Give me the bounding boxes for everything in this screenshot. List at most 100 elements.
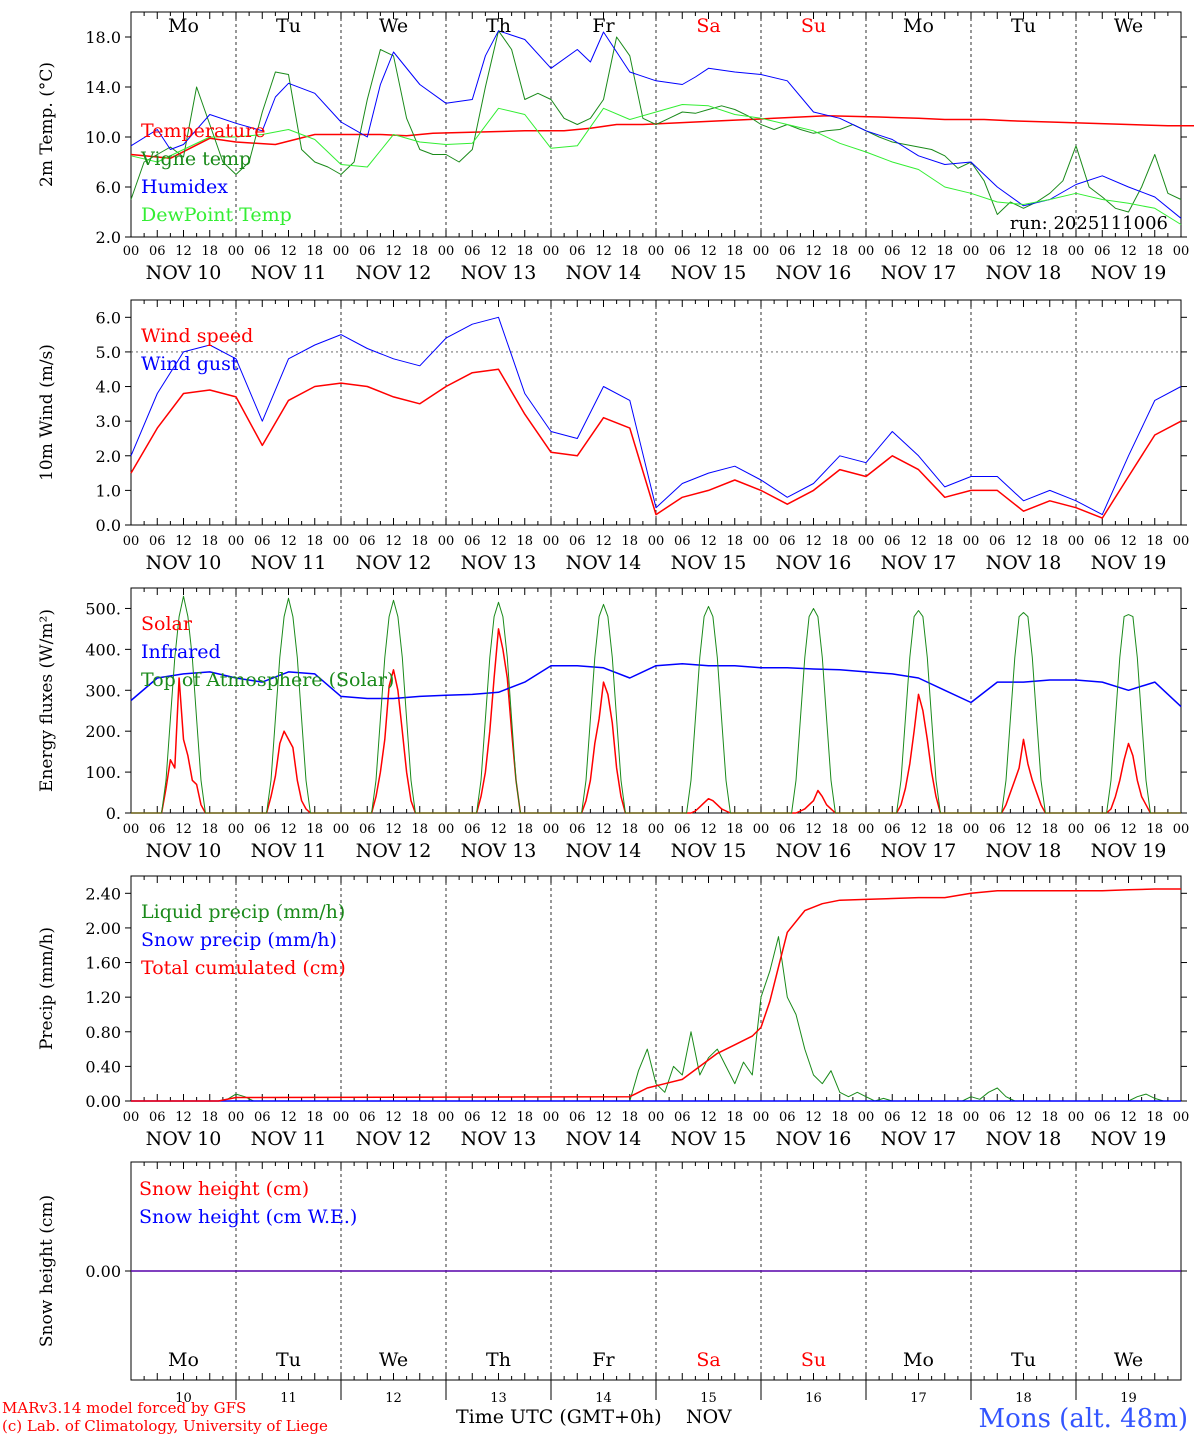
panel-precip-hour-label: 18 bbox=[726, 1110, 743, 1125]
panel-wind-ylabel: 10m Wind (m/s) bbox=[37, 344, 57, 481]
panel-precip-ytick-label: 2.40 bbox=[85, 884, 121, 903]
panel-temp-hour-label: 12 bbox=[1120, 244, 1137, 259]
panel-energy-hour-label: 12 bbox=[805, 822, 822, 837]
weekday-label-top: We bbox=[1114, 15, 1143, 37]
panel-wind-hour-label: 12 bbox=[385, 534, 402, 549]
panel-wind-hour-label: 12 bbox=[700, 534, 717, 549]
day-number-label: 18 bbox=[1015, 1391, 1032, 1406]
panel-temp-series-dewpoint-temp bbox=[130, 104, 1182, 225]
panel-temp-ylabel: 2m Temp. (°C) bbox=[37, 62, 57, 187]
weekday-label-top: We bbox=[379, 15, 408, 37]
panel-energy-hour-label: 12 bbox=[595, 822, 612, 837]
weekday-label-top: Tu bbox=[1011, 15, 1036, 37]
credit-line: (c) Lab. of Climatology, University of L… bbox=[2, 1417, 328, 1435]
panel-wind-hour-label: 18 bbox=[1041, 534, 1058, 549]
panel-temp-date-label: NOV 14 bbox=[566, 262, 642, 284]
panel-energy-hour-label: 00 bbox=[1068, 822, 1085, 837]
panel-energy-hour-label: 12 bbox=[385, 822, 402, 837]
panel-energy-date-label: NOV 16 bbox=[776, 840, 852, 862]
panel-wind-hour-label: 12 bbox=[175, 534, 192, 549]
weekday-label-top: Tu bbox=[276, 15, 301, 37]
panel-wind-hour-label: 00 bbox=[858, 534, 875, 549]
panel-precip-ytick-label: 1.60 bbox=[85, 954, 121, 973]
panel-precip-hour-label: 12 bbox=[490, 1110, 507, 1125]
panel-temp-hour-label: 00 bbox=[858, 244, 875, 259]
panel-wind-hour-label: 06 bbox=[569, 534, 586, 549]
credit-line: MARv3.14 model forced by GFS bbox=[2, 1399, 246, 1417]
panel-wind-frame bbox=[130, 299, 1182, 526]
panel-wind-hour-label: 00 bbox=[123, 534, 140, 549]
panel-temp-hour-label: 18 bbox=[936, 244, 953, 259]
panel-temp-hour-label: 18 bbox=[831, 244, 848, 259]
panel-wind-hour-label: 12 bbox=[805, 534, 822, 549]
panel-precip-hour-label: 00 bbox=[753, 1110, 770, 1125]
panel-temp-hour-label: 00 bbox=[1068, 244, 1085, 259]
panel-temp-hour-label: 12 bbox=[1015, 244, 1032, 259]
panel-temp-date-label: NOV 18 bbox=[986, 262, 1062, 284]
panel-wind-date-label: NOV 19 bbox=[1091, 552, 1167, 574]
panel-temp-hour-label: 12 bbox=[700, 244, 717, 259]
panel-energy-hour-label: 18 bbox=[936, 822, 953, 837]
panel-wind-hour-label: 00 bbox=[543, 534, 560, 549]
panel-wind-hour-label: 12 bbox=[910, 534, 927, 549]
panel-wind-hour-label: 18 bbox=[1146, 534, 1163, 549]
panel-temp-hour-label: 18 bbox=[201, 244, 218, 259]
panel-temp-hour-label: 12 bbox=[385, 244, 402, 259]
panel-temp-hour-label: 12 bbox=[805, 244, 822, 259]
panel-wind-hour-label: 18 bbox=[936, 534, 953, 549]
panel-energy-hour-label: 06 bbox=[359, 822, 376, 837]
panel-temp-ytick-label: 2.0 bbox=[96, 228, 121, 247]
panel-temp-hour-label: 00 bbox=[438, 244, 455, 259]
panel-temp-date-label: NOV 10 bbox=[146, 262, 222, 284]
panel-energy-hour-label: 06 bbox=[674, 822, 691, 837]
panel-wind-series-wind-speed bbox=[130, 368, 1182, 519]
weekday-label-bottom: Th bbox=[486, 1349, 511, 1371]
panel-temp-hour-label: 00 bbox=[333, 244, 350, 259]
panel-temp-hour-label: 00 bbox=[963, 244, 980, 259]
panel-temp-hour-label: 18 bbox=[726, 244, 743, 259]
panel-wind-hour-label: 06 bbox=[674, 534, 691, 549]
weekday-label-bottom: Su bbox=[801, 1349, 826, 1371]
day-number-label: 15 bbox=[700, 1391, 717, 1406]
panel-wind-hour-label: 12 bbox=[1120, 534, 1137, 549]
weekday-label-bottom: Mo bbox=[168, 1349, 199, 1371]
panel-temp-series-humidex bbox=[130, 30, 1182, 219]
panel-precip-hour-label: 06 bbox=[989, 1110, 1006, 1125]
panel-energy-hour-label: 00 bbox=[963, 822, 980, 837]
panel-temp-ytick-label: 10.0 bbox=[85, 128, 121, 147]
panel-precip-date-label: NOV 10 bbox=[146, 1128, 222, 1150]
weekday-label-top: Mo bbox=[168, 15, 199, 37]
panel-energy-legend-entry: Solar bbox=[141, 613, 193, 635]
panel-temp-ytick-label: 18.0 bbox=[85, 28, 121, 47]
panel-wind-legend-entry: Wind gust bbox=[141, 353, 239, 375]
panel-energy-hour-label: 18 bbox=[306, 822, 323, 837]
panel-wind-hour-label: 06 bbox=[464, 534, 481, 549]
panel-energy-series-infrared bbox=[130, 662, 1182, 708]
panel-temp-date-label: NOV 15 bbox=[671, 262, 747, 284]
panel-temp-hour-label: 06 bbox=[569, 244, 586, 259]
panel-snow-ytick-label: 0.00 bbox=[85, 1262, 121, 1281]
panel-temp-hour-label: 06 bbox=[464, 244, 481, 259]
panel-temp-hour-label: 00 bbox=[543, 244, 560, 259]
panel-wind-hour-label: 12 bbox=[1015, 534, 1032, 549]
day-number-label: 11 bbox=[280, 1391, 297, 1406]
panel-precip-hour-label: 06 bbox=[674, 1110, 691, 1125]
panel-temp-date-label: NOV 13 bbox=[461, 262, 537, 284]
panel-temp-hour-label: 00 bbox=[123, 244, 140, 259]
panel-energy-hour-label: 18 bbox=[1041, 822, 1058, 837]
panel-energy-hour-label: 06 bbox=[884, 822, 901, 837]
panel-precip-hour-label: 18 bbox=[411, 1110, 428, 1125]
weekday-label-bottom: We bbox=[1114, 1349, 1143, 1371]
panel-precip-date-label: NOV 19 bbox=[1091, 1128, 1167, 1150]
weekday-label-bottom: Fr bbox=[592, 1349, 615, 1371]
panel-wind-hour-label: 00 bbox=[753, 534, 770, 549]
panel-wind-hour-label: 12 bbox=[280, 534, 297, 549]
weekday-label-top: Sa bbox=[696, 15, 720, 37]
panel-precip-hour-label: 12 bbox=[595, 1110, 612, 1125]
panel-energy-hour-label: 00 bbox=[228, 822, 245, 837]
panel-wind-date-label: NOV 14 bbox=[566, 552, 642, 574]
panel-energy-hour-label: 18 bbox=[411, 822, 428, 837]
panel-energy-ylabel: Energy fluxes (W/m²) bbox=[37, 609, 57, 792]
panel-snow-legend-entry: Snow height (cm W.E.) bbox=[139, 1206, 357, 1228]
panel-temp-hour-label: 12 bbox=[490, 244, 507, 259]
